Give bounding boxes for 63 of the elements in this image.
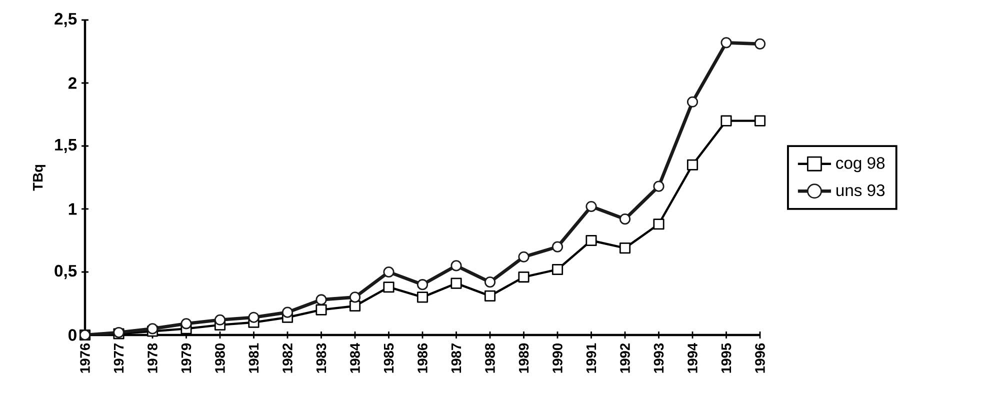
x-tick-label: 1983 xyxy=(316,343,326,373)
point xyxy=(653,218,664,230)
point xyxy=(349,300,361,312)
x-tick-label: 1980 xyxy=(215,343,225,373)
x-tick-label: 1985 xyxy=(384,343,394,373)
y-tick-label: 2 xyxy=(68,77,76,89)
point xyxy=(619,214,631,225)
point xyxy=(282,306,294,318)
x-tick-label: 1996 xyxy=(755,343,765,373)
legend-label: uns 93 xyxy=(836,184,885,196)
point xyxy=(686,159,698,170)
point xyxy=(214,314,226,326)
y-tick-label: 1 xyxy=(68,203,77,215)
x-tick-label: 1978 xyxy=(148,343,158,373)
point xyxy=(383,282,394,293)
point xyxy=(416,279,428,290)
point xyxy=(552,241,564,252)
point xyxy=(586,200,597,212)
point xyxy=(416,292,428,303)
x-tick-label: 1982 xyxy=(282,343,292,373)
point xyxy=(653,180,664,192)
y-axis-title: TBq xyxy=(33,164,46,191)
point xyxy=(383,266,394,278)
point xyxy=(248,312,260,323)
y-tick-label: 0,5 xyxy=(54,264,77,280)
x-tick-label: 1979 xyxy=(181,343,192,373)
point xyxy=(450,260,462,272)
point xyxy=(450,278,462,289)
point xyxy=(720,115,732,126)
y-tick-label: 1,5 xyxy=(55,139,77,153)
x-tick-label: 1988 xyxy=(485,343,495,373)
x-tick-label: 1991 xyxy=(586,343,596,373)
point xyxy=(349,292,361,303)
x-tick-label: 1994 xyxy=(688,342,698,373)
y-tick-label: 0 xyxy=(68,329,76,341)
point xyxy=(552,264,564,276)
point xyxy=(180,318,192,330)
point xyxy=(686,96,698,108)
point xyxy=(316,304,327,316)
x-tick-label: 1976 xyxy=(80,343,90,373)
x-tick-label: 1992 xyxy=(620,343,630,373)
x-tick-label: 1981 xyxy=(248,343,259,373)
point xyxy=(619,242,631,254)
x-tick-label: 1987 xyxy=(451,343,462,373)
x-tick-label: 1989 xyxy=(518,343,529,373)
legend-label: cog 98 xyxy=(836,157,885,172)
point xyxy=(754,115,766,126)
point xyxy=(484,276,496,288)
x-tick-label: 1993 xyxy=(654,343,664,373)
x-tick-label: 1977 xyxy=(114,343,124,373)
point xyxy=(146,323,158,334)
x-tick-label: 1995 xyxy=(721,343,732,373)
x-tick-label: 1986 xyxy=(418,343,428,373)
point xyxy=(518,272,530,283)
x-tick-label: 1984 xyxy=(350,342,360,373)
point xyxy=(316,294,327,306)
point xyxy=(586,234,597,246)
point xyxy=(720,37,732,48)
point xyxy=(518,251,530,262)
point xyxy=(484,290,496,302)
x-tick-label: 1990 xyxy=(552,343,562,373)
point xyxy=(754,38,766,50)
y-tick-label: 2,5 xyxy=(54,12,77,28)
